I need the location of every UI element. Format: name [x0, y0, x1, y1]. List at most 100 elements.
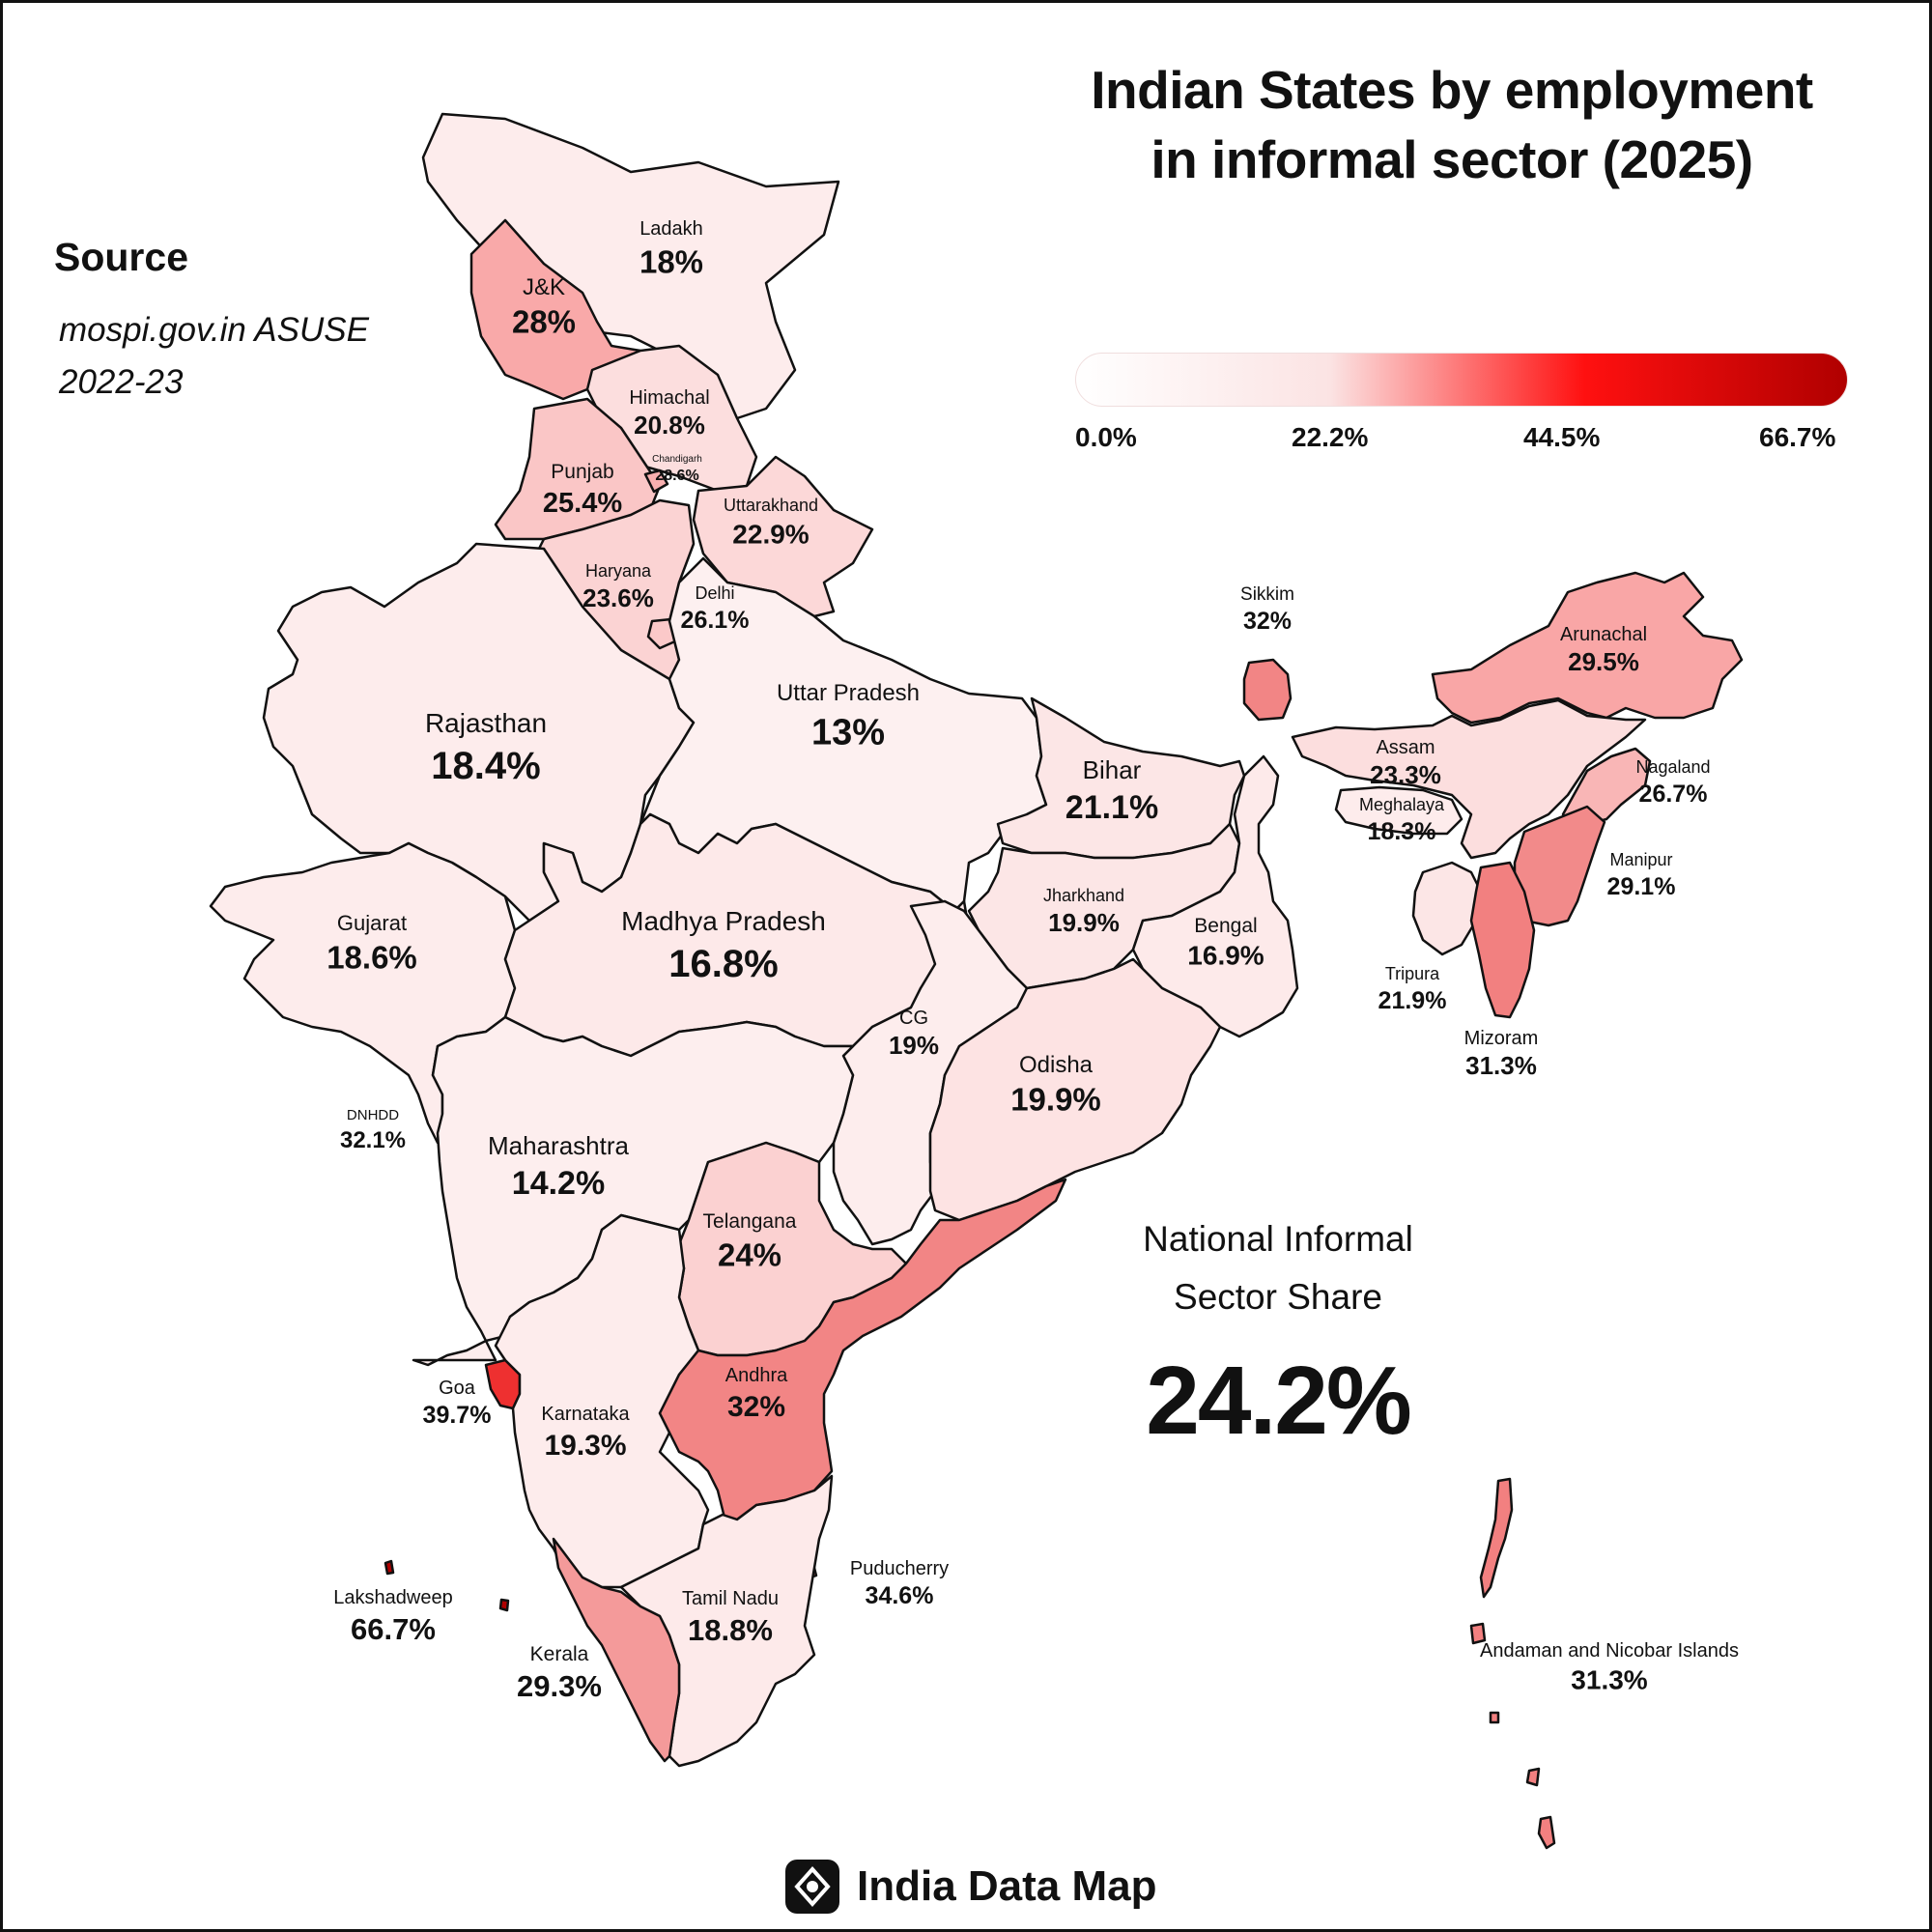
region-shape-andaman-2[interactable]	[1469, 1622, 1487, 1645]
region-shape-lakshadweep-2[interactable]	[498, 1598, 510, 1612]
region-name-jharkhand: Jharkhand	[1043, 886, 1124, 905]
region-name-mizoram: Mizoram	[1464, 1028, 1539, 1049]
region-name-mp: Madhya Pradesh	[621, 906, 826, 936]
region-value-jharkhand: 19.9%	[1048, 908, 1120, 937]
region-shape-lakshadweep-1[interactable]	[384, 1559, 395, 1576]
region-value-assam: 23.3%	[1370, 760, 1441, 789]
region-value-andhra: 32%	[727, 1391, 785, 1423]
region-name-dnhdd: DNHDD	[347, 1107, 399, 1123]
legend-tick-1: 22.2%	[1292, 422, 1369, 452]
region-shape-bengal[interactable]	[1131, 754, 1299, 1038]
legend-color-bar	[1075, 353, 1848, 407]
region-shape-kerala[interactable]	[552, 1537, 681, 1763]
region-value-dnhdd: 32.1%	[340, 1127, 406, 1153]
region-value-sikkim: 32%	[1243, 608, 1292, 635]
legend-tick-2: 44.5%	[1523, 422, 1601, 452]
region-value-haryana: 23.6%	[582, 583, 654, 612]
region-name-karnataka: Karnataka	[541, 1404, 630, 1425]
region-value-arunachal: 29.5%	[1568, 647, 1639, 676]
region-name-haryana: Haryana	[585, 561, 652, 581]
region-shape-andaman-4[interactable]	[1525, 1767, 1541, 1787]
region-value-up: 13%	[811, 713, 885, 753]
region-name-kerala: Kerala	[530, 1643, 589, 1665]
region-name-telangana: Telangana	[703, 1210, 797, 1233]
legend-tick-0: 0.0%	[1075, 422, 1137, 452]
region-shape-chandigarh[interactable]	[643, 469, 669, 494]
region-name-delhi: Delhi	[695, 583, 734, 603]
region-name-ladakh: Ladakh	[639, 218, 703, 240]
region-name-manipur: Manipur	[1609, 850, 1672, 869]
region-value-bengal: 16.9%	[1187, 941, 1264, 971]
region-shape-arunachal[interactable]	[1431, 571, 1744, 724]
region-value-telangana: 24%	[718, 1237, 781, 1273]
region-shape-andaman-1[interactable]	[1479, 1477, 1514, 1599]
legend-tick-3: 66.7%	[1759, 422, 1836, 452]
region-value-karnataka: 19.3%	[544, 1430, 626, 1462]
region-shape-meghalaya[interactable]	[1334, 785, 1463, 836]
region-name-uttarakhand: Uttarakhand	[724, 496, 818, 515]
region-name-puducherry: Puducherry	[850, 1558, 949, 1579]
region-name-goa: Goa	[439, 1378, 476, 1399]
map-pin-diamond-icon	[785, 1860, 839, 1914]
region-name-tamilnadu: Tamil Nadu	[682, 1588, 779, 1609]
region-value-ladakh: 18%	[639, 244, 703, 280]
region-name-odisha: Odisha	[1019, 1052, 1094, 1078]
region-name-cg: CG	[899, 1008, 928, 1029]
national-label-line-1: National Informal	[1143, 1219, 1413, 1259]
region-name-bihar: Bihar	[1083, 755, 1142, 784]
region-value-cg: 19%	[889, 1031, 939, 1060]
national-share-value: 24.2%	[1146, 1347, 1412, 1455]
title-line-1: Indian States by employment	[1091, 60, 1813, 120]
region-name-tripura: Tripura	[1385, 964, 1440, 983]
region-name-jk: J&K	[523, 274, 565, 300]
region-name-up: Uttar Pradesh	[777, 680, 920, 706]
region-shape-cg[interactable]	[832, 899, 1029, 1246]
region-shape-tripura[interactable]	[1411, 861, 1483, 956]
region-name-arunachal: Arunachal	[1560, 624, 1647, 645]
region-name-andhra: Andhra	[725, 1365, 788, 1386]
region-name-bengal: Bengal	[1194, 915, 1257, 937]
region-value-mp: 16.8%	[668, 943, 778, 985]
region-value-nagaland: 26.7%	[1639, 781, 1708, 808]
region-name-punjab: Punjab	[551, 461, 613, 483]
region-value-delhi: 26.1%	[681, 607, 750, 634]
source-line-1: mospi.gov.in ASUSE	[59, 311, 369, 349]
region-name-himachal: Himachal	[629, 387, 709, 409]
region-shape-odisha[interactable]	[928, 957, 1222, 1222]
region-name-rajasthan: Rajasthan	[425, 708, 547, 738]
footer-brand[interactable]: India Data Map	[785, 1856, 1157, 1918]
region-value-meghalaya: 18.3%	[1368, 818, 1436, 845]
region-value-himachal: 20.8%	[634, 411, 705, 440]
region-shape-andaman-3[interactable]	[1489, 1711, 1500, 1724]
region-shape-sikkim[interactable]	[1242, 658, 1293, 722]
region-name-nagaland: Nagaland	[1635, 757, 1710, 777]
footer-brand-text: India Data Map	[857, 1862, 1157, 1910]
source-heading: Source	[54, 235, 188, 279]
region-shape-assam[interactable]	[1291, 698, 1647, 860]
region-value-bihar: 21.1%	[1065, 789, 1158, 826]
region-value-goa: 39.7%	[423, 1402, 492, 1429]
region-value-lakshadweep: 66.7%	[351, 1612, 436, 1646]
region-shape-karnataka[interactable]	[494, 1213, 710, 1589]
region-name-lakshadweep: Lakshadweep	[333, 1587, 452, 1608]
source-text: mospi.gov.in ASUSE 2022-23	[59, 304, 369, 409]
region-shape-andaman-5[interactable]	[1537, 1815, 1556, 1850]
region-value-maharashtra: 14.2%	[512, 1165, 605, 1202]
region-shape-uttarakhand[interactable]	[692, 455, 874, 618]
region-value-andaman: 31.3%	[1571, 1665, 1647, 1695]
region-shape-mizoram[interactable]	[1469, 861, 1536, 1019]
region-value-punjab: 25.4%	[543, 488, 622, 519]
region-value-mizoram: 31.3%	[1465, 1051, 1537, 1080]
region-value-tripura: 21.9%	[1378, 987, 1447, 1014]
region-value-uttarakhand: 22.9%	[732, 520, 809, 550]
region-shape-andhra[interactable]	[658, 1178, 1067, 1531]
region-value-kerala: 29.3%	[517, 1669, 602, 1703]
region-value-rajasthan: 18.4%	[431, 745, 540, 787]
region-value-gujarat: 18.6%	[327, 940, 417, 976]
region-name-maharashtra: Maharashtra	[488, 1131, 629, 1160]
region-value-odisha: 19.9%	[1010, 1082, 1101, 1118]
region-name-assam: Assam	[1376, 737, 1435, 758]
region-name-chandigarh: Chandigarh	[652, 454, 702, 465]
